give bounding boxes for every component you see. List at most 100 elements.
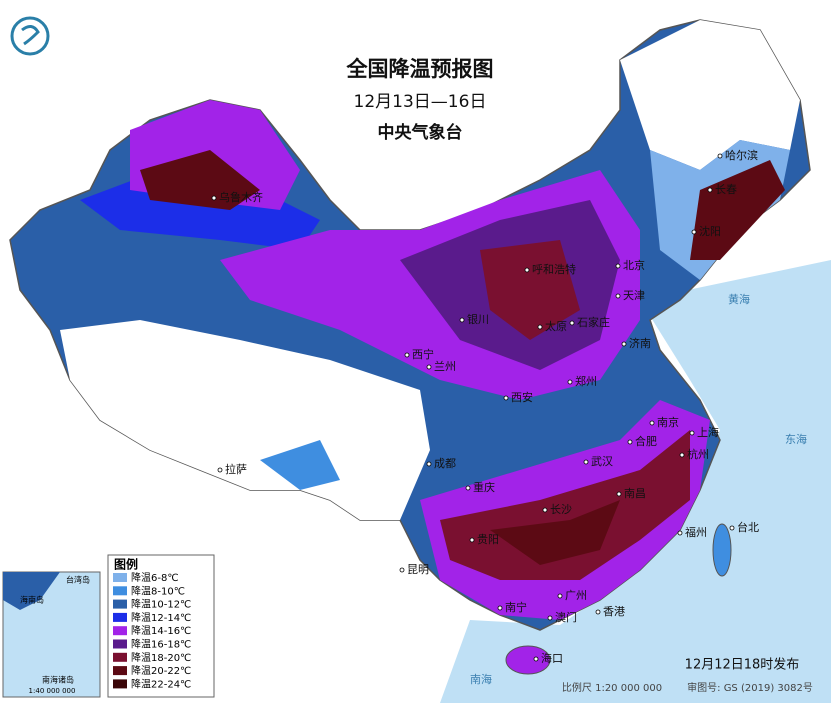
legend-swatch <box>113 612 127 622</box>
city-dot <box>717 153 723 159</box>
sea <box>440 260 831 703</box>
inset-label: 台湾岛 <box>66 575 90 585</box>
legend-label: 降温10-12℃ <box>131 598 191 611</box>
city-dot <box>542 507 548 513</box>
inset-land <box>3 572 60 610</box>
city-dot <box>426 461 432 467</box>
city-dot <box>689 430 695 436</box>
city-dot <box>615 293 621 299</box>
city-dot <box>649 420 655 426</box>
city-label: 南京 <box>657 415 679 429</box>
sea-label: 东海 <box>785 432 807 446</box>
title: 全国降温预报图 <box>346 57 494 81</box>
city-label: 杭州 <box>687 447 709 461</box>
city-label: 昆明 <box>407 563 429 576</box>
city-label: 广州 <box>565 589 587 602</box>
city-dot <box>679 452 685 458</box>
legend-label: 降温22-24℃ <box>131 677 191 690</box>
city-dot <box>399 567 405 573</box>
inset-label: 海南岛 <box>20 595 44 605</box>
logo-mark <box>21 25 40 46</box>
legend-label: 降温20-22℃ <box>131 664 191 677</box>
cooling-zone <box>140 150 260 210</box>
issued: 12月12日18时发布 <box>685 657 800 673</box>
city-label: 太原 <box>545 320 567 333</box>
city-dot <box>707 187 713 193</box>
city-label: 武汉 <box>591 455 613 468</box>
city-label: 长沙 <box>550 503 572 516</box>
city-label: 香港 <box>603 605 625 618</box>
no-cooling-area <box>60 320 430 520</box>
city-dot <box>497 605 503 611</box>
cooling-zone <box>440 430 690 580</box>
city-dot <box>691 229 697 235</box>
city-label: 拉萨 <box>225 462 247 476</box>
city-label: 银川 <box>467 312 489 326</box>
city-label: 长春 <box>715 183 737 196</box>
scale: 比例尺 1:20 000 000 <box>562 681 662 694</box>
city-label: 重庆 <box>473 480 495 494</box>
legend-swatch <box>113 639 127 649</box>
legend-swatch <box>113 666 127 676</box>
city-dot <box>621 341 627 347</box>
city-dot <box>404 352 410 358</box>
city-dot <box>533 656 539 662</box>
city-label: 海口 <box>541 651 563 665</box>
city-label: 福州 <box>685 525 707 539</box>
legend-swatch <box>113 652 127 662</box>
no-cooling-area <box>620 20 800 170</box>
city-dot <box>627 439 633 445</box>
legend-label: 降温12-14℃ <box>131 611 191 624</box>
legend-swatch <box>113 586 127 596</box>
legend: 图例 降温6-8℃降温8-10℃降温10-12℃降温12-14℃降温14-16℃… <box>107 554 215 698</box>
city-label: 上海 <box>697 425 719 439</box>
city-label: 成都 <box>434 457 456 470</box>
city-dot <box>557 593 563 599</box>
legend-label: 降温6-8℃ <box>131 571 179 584</box>
city-dot <box>211 195 217 201</box>
cooling-zone <box>480 240 580 340</box>
inset-label: 南海诸岛 <box>42 675 74 685</box>
cooling-zone <box>260 440 340 490</box>
legend-swatch <box>113 573 127 582</box>
city-dot <box>729 525 735 531</box>
city-label: 西安 <box>511 390 533 404</box>
city-dot <box>615 263 621 269</box>
city-dot <box>547 615 553 621</box>
city-label: 沈阳 <box>699 224 721 238</box>
city-label: 贵阳 <box>477 533 499 546</box>
city-label: 天津 <box>623 289 645 302</box>
city-dot <box>524 267 530 273</box>
dates: 12月13日—16日 <box>354 92 487 112</box>
city-label: 合肥 <box>635 434 657 448</box>
logo <box>10 16 50 56</box>
city-label: 北京 <box>623 258 645 272</box>
city-label: 乌鲁木齐 <box>219 190 263 204</box>
city-dot <box>459 317 465 323</box>
approval: 审图号: GS (2019) 3082号 <box>687 681 813 694</box>
city-dot <box>677 530 683 536</box>
city-label: 南宁 <box>505 600 527 614</box>
sea-label: 黄海 <box>728 292 750 306</box>
legend-swatch <box>113 626 127 636</box>
legend-label: 降温18-20℃ <box>131 651 191 664</box>
city-dot <box>569 320 575 326</box>
cooling-zone <box>490 500 620 565</box>
hainan <box>505 645 551 675</box>
city-dot <box>503 395 509 401</box>
city-label: 济南 <box>629 336 651 350</box>
agency: 中央气象台 <box>378 122 463 143</box>
city-label: 台北 <box>737 520 759 534</box>
legend-label: 降温8-10℃ <box>131 584 185 597</box>
inset-scale: 1:40 000 000 <box>29 687 76 695</box>
city-label: 石家庄 <box>577 315 610 329</box>
city-label: 呼和浩特 <box>532 262 576 276</box>
city-label: 哈尔滨 <box>725 148 758 162</box>
city-label: 澳门 <box>555 610 577 624</box>
city-dot <box>583 459 589 465</box>
legend-label: 降温16-18℃ <box>131 638 191 651</box>
city-label: 郑州 <box>575 374 597 388</box>
